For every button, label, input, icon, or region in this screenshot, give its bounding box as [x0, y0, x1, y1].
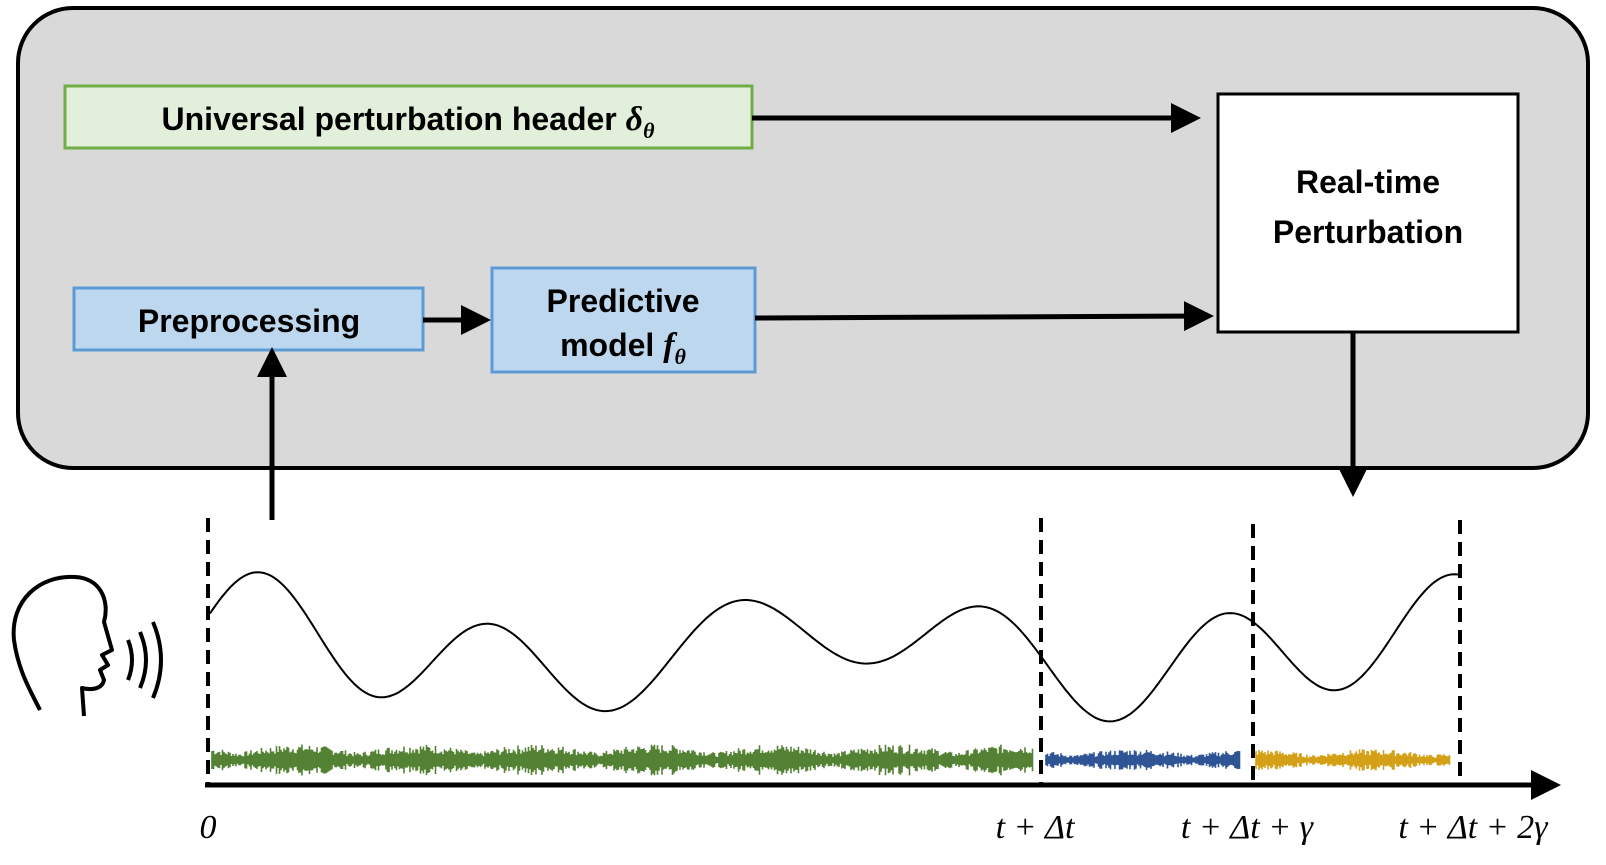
audio-waveform	[211, 744, 1034, 776]
audio-waveforms	[211, 744, 1451, 776]
time-label: t + Δt	[996, 809, 1076, 846]
realtime-box	[1216, 92, 1520, 334]
time-label: 0	[200, 809, 217, 846]
arrow	[754, 301, 1214, 332]
predictive-box	[490, 266, 757, 374]
arrows	[205, 103, 1561, 800]
preprocessing-label: Preprocessing	[138, 303, 360, 339]
header-subscript: θ	[643, 118, 655, 143]
audio-waveform	[1045, 750, 1241, 770]
signal-wave	[209, 571, 1459, 723]
time-label: t + Δt + γ	[1181, 809, 1315, 846]
predictive-symbol: f	[663, 327, 678, 364]
time-label: t + Δt + 2γ	[1398, 809, 1549, 846]
speaker-icon	[11, 574, 163, 717]
audio-waveform	[1255, 749, 1451, 771]
header-label: Universal perturbation header δθ	[162, 101, 656, 143]
predictive-line1: Predictive	[547, 283, 700, 319]
predictive-line2: model fθ	[560, 327, 686, 369]
header-symbol: δ	[626, 101, 643, 138]
preprocessing-box	[72, 286, 425, 352]
header-text: Universal perturbation header	[162, 101, 617, 137]
realtime-line2: Perturbation	[1273, 214, 1463, 250]
predictive-subscript: θ	[675, 344, 687, 369]
header-box	[63, 84, 754, 150]
dividers	[206, 518, 1462, 785]
predictive-text: model	[560, 327, 654, 363]
realtime-line1: Real-time	[1296, 164, 1440, 200]
